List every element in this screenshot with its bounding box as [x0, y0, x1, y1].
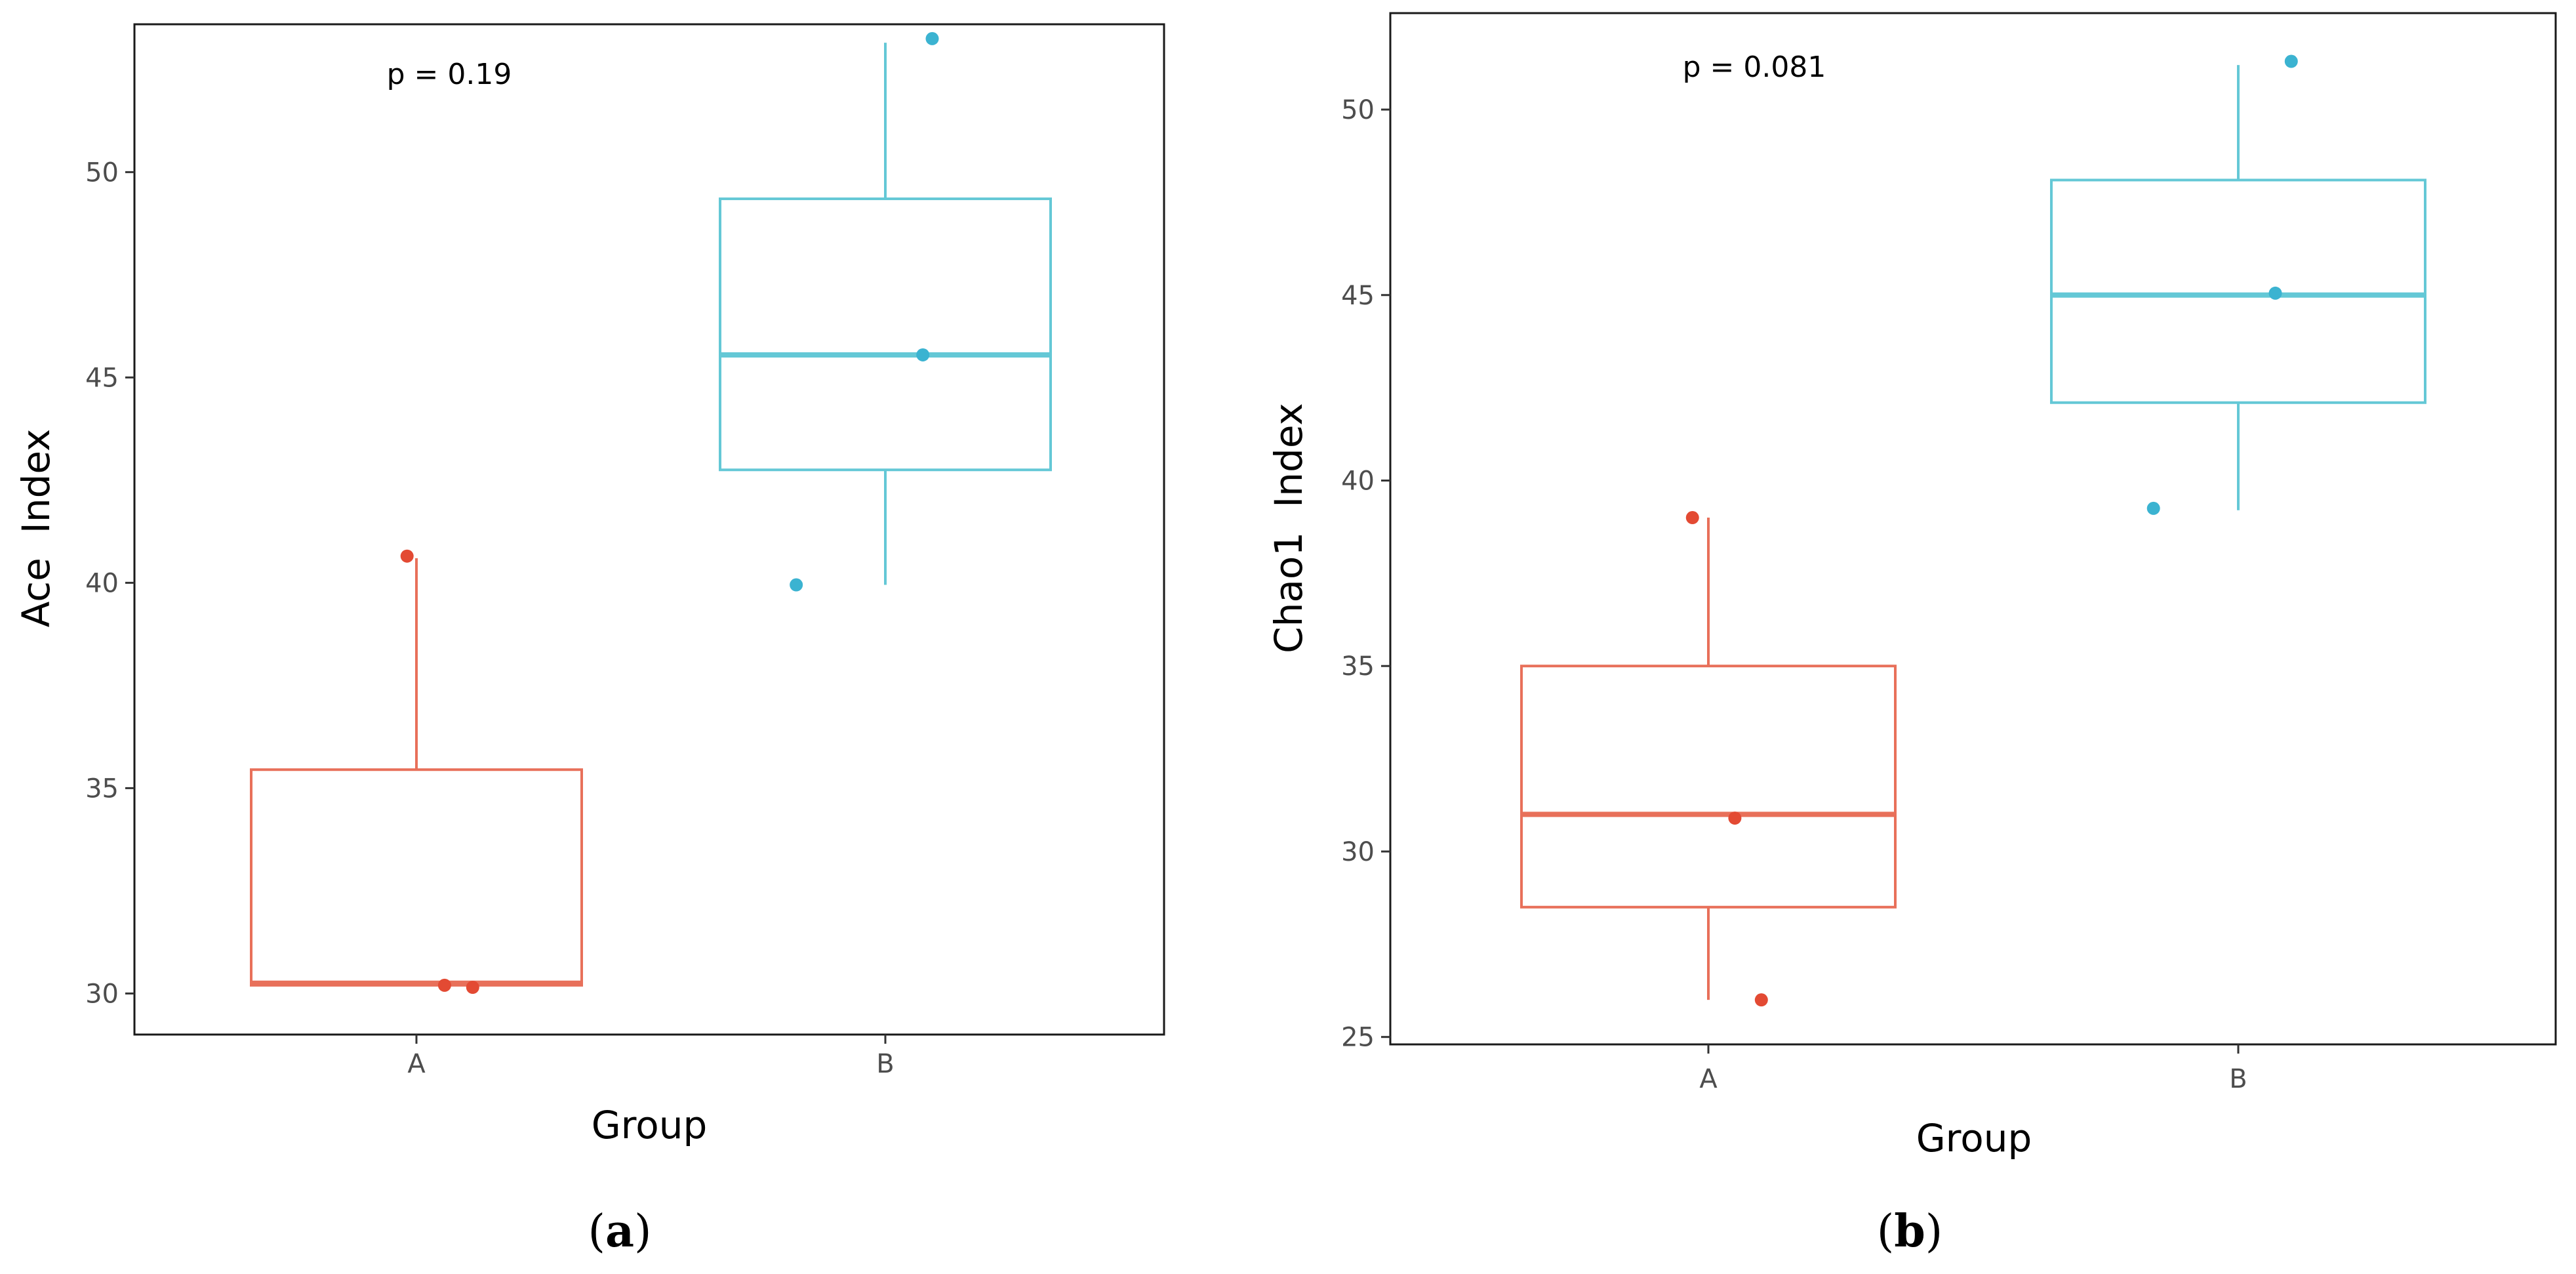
- y-tick-label: 45: [85, 363, 119, 393]
- box-iqr: [250, 768, 583, 987]
- y-tick-label: 40: [85, 568, 119, 598]
- chart-panel-b: 25 30 35 40 45 50 A Bp = 0.081 Group Chao1 Index (…: [1266, 12, 2557, 1258]
- box-B: [719, 43, 1052, 585]
- y-tick-label: 50: [1341, 95, 1375, 125]
- box-A: [250, 558, 583, 987]
- y-tick-label: 30: [1341, 837, 1375, 867]
- y-tick-label: 40: [1341, 466, 1375, 496]
- plot-frame: [133, 23, 1165, 1036]
- y-tick-label: 35: [85, 773, 119, 804]
- panel-label-open: (: [1877, 1206, 1895, 1258]
- y-tick-label: 35: [1341, 651, 1375, 682]
- y-tick-label: 25: [1341, 1023, 1375, 1053]
- panel-label-close: ): [1925, 1206, 1943, 1258]
- x-tick-label: B: [2229, 1064, 2247, 1094]
- box-B: [2050, 65, 2426, 510]
- p-value-annotation: p = 0.081: [1683, 51, 1826, 84]
- panel-label: (a): [588, 1205, 651, 1258]
- data-point: [1728, 812, 1742, 825]
- data-point: [466, 981, 479, 995]
- panel-label-close: ): [634, 1206, 652, 1258]
- box-A: [1520, 518, 1897, 1000]
- x-axis-title: Group: [1916, 1116, 2032, 1161]
- chart-panel-a: 30 35 40 45 50 A Bp = 0.19 Group Ace Index (a): [14, 23, 1165, 1258]
- y-tick-label: 45: [1341, 281, 1375, 311]
- box-iqr: [1520, 665, 1897, 909]
- x-tick-label: A: [1699, 1064, 1718, 1094]
- y-tick-label: 50: [85, 157, 119, 188]
- data-point: [925, 31, 939, 45]
- panel-label-letter: a: [605, 1205, 634, 1258]
- panel-label-open: (: [588, 1206, 605, 1258]
- y-axis-title: Chao1 Index: [1266, 403, 1311, 653]
- x-tick-label: A: [407, 1049, 426, 1079]
- data-point: [916, 348, 930, 361]
- box-iqr: [2050, 178, 2426, 404]
- panel-label: (b): [1877, 1205, 1943, 1258]
- p-value-annotation: p = 0.19: [387, 58, 512, 91]
- data-point: [2146, 501, 2160, 515]
- data-point: [400, 549, 414, 563]
- y-tick-label: 30: [85, 979, 119, 1009]
- data-point: [2284, 54, 2298, 68]
- box-iqr: [719, 197, 1052, 472]
- data-point: [790, 578, 803, 592]
- x-tick-label: B: [876, 1049, 894, 1079]
- x-axis-title: Group: [592, 1103, 708, 1147]
- plot-frame: [1389, 12, 2557, 1046]
- data-point: [2268, 286, 2282, 300]
- data-point: [1685, 511, 1699, 525]
- data-point: [1754, 993, 1768, 1007]
- panel-label-letter: b: [1894, 1205, 1925, 1258]
- data-point: [437, 978, 451, 992]
- y-axis-title: Ace Index: [14, 429, 58, 628]
